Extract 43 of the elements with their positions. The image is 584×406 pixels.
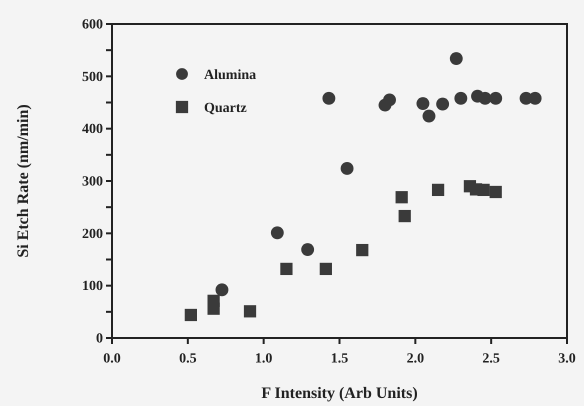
point [320,262,332,276]
legend-label: Quartz [204,101,247,116]
y-tick-label: 400 [82,122,103,138]
point [432,184,444,196]
point [270,226,284,240]
y-tick-label: 100 [82,279,103,294]
x-tick-label: 1.5 [330,351,348,366]
point [301,243,314,256]
x-tick-label: 1.0 [254,351,272,366]
point [280,262,293,276]
point [416,97,430,110]
point [184,308,197,322]
point [450,52,463,65]
point [477,184,490,196]
point [422,110,436,123]
point [383,93,396,106]
point [489,92,502,105]
y-tick-label: 300 [82,174,103,190]
x-tick-label: 0.5 [179,351,197,366]
y-tick-label: 200 [82,226,103,242]
point [478,92,492,105]
point [356,244,368,256]
y-tick-label: 500 [82,70,103,85]
x-tick-label: 3.0 [558,351,576,366]
point [454,92,468,105]
point [490,186,502,198]
x-axis-title: F Intensity (Arb Units) [261,385,418,402]
point [322,92,336,105]
y-tick-label: 600 [82,17,103,32]
point [216,283,228,296]
x-tick-label: 0.0 [103,351,121,366]
y-axis-title: Si Etch Rate (nm/min) [15,104,32,258]
point [340,162,354,175]
x-tick-label: 2.0 [406,351,424,366]
point [207,302,220,315]
y-tick-label: 0 [96,331,103,346]
point [436,98,450,110]
point [244,305,256,318]
legend-label: Alumina [204,68,256,83]
x-tick-label: 2.5 [482,351,500,366]
point [528,92,542,105]
point [396,191,408,204]
point [398,210,411,222]
